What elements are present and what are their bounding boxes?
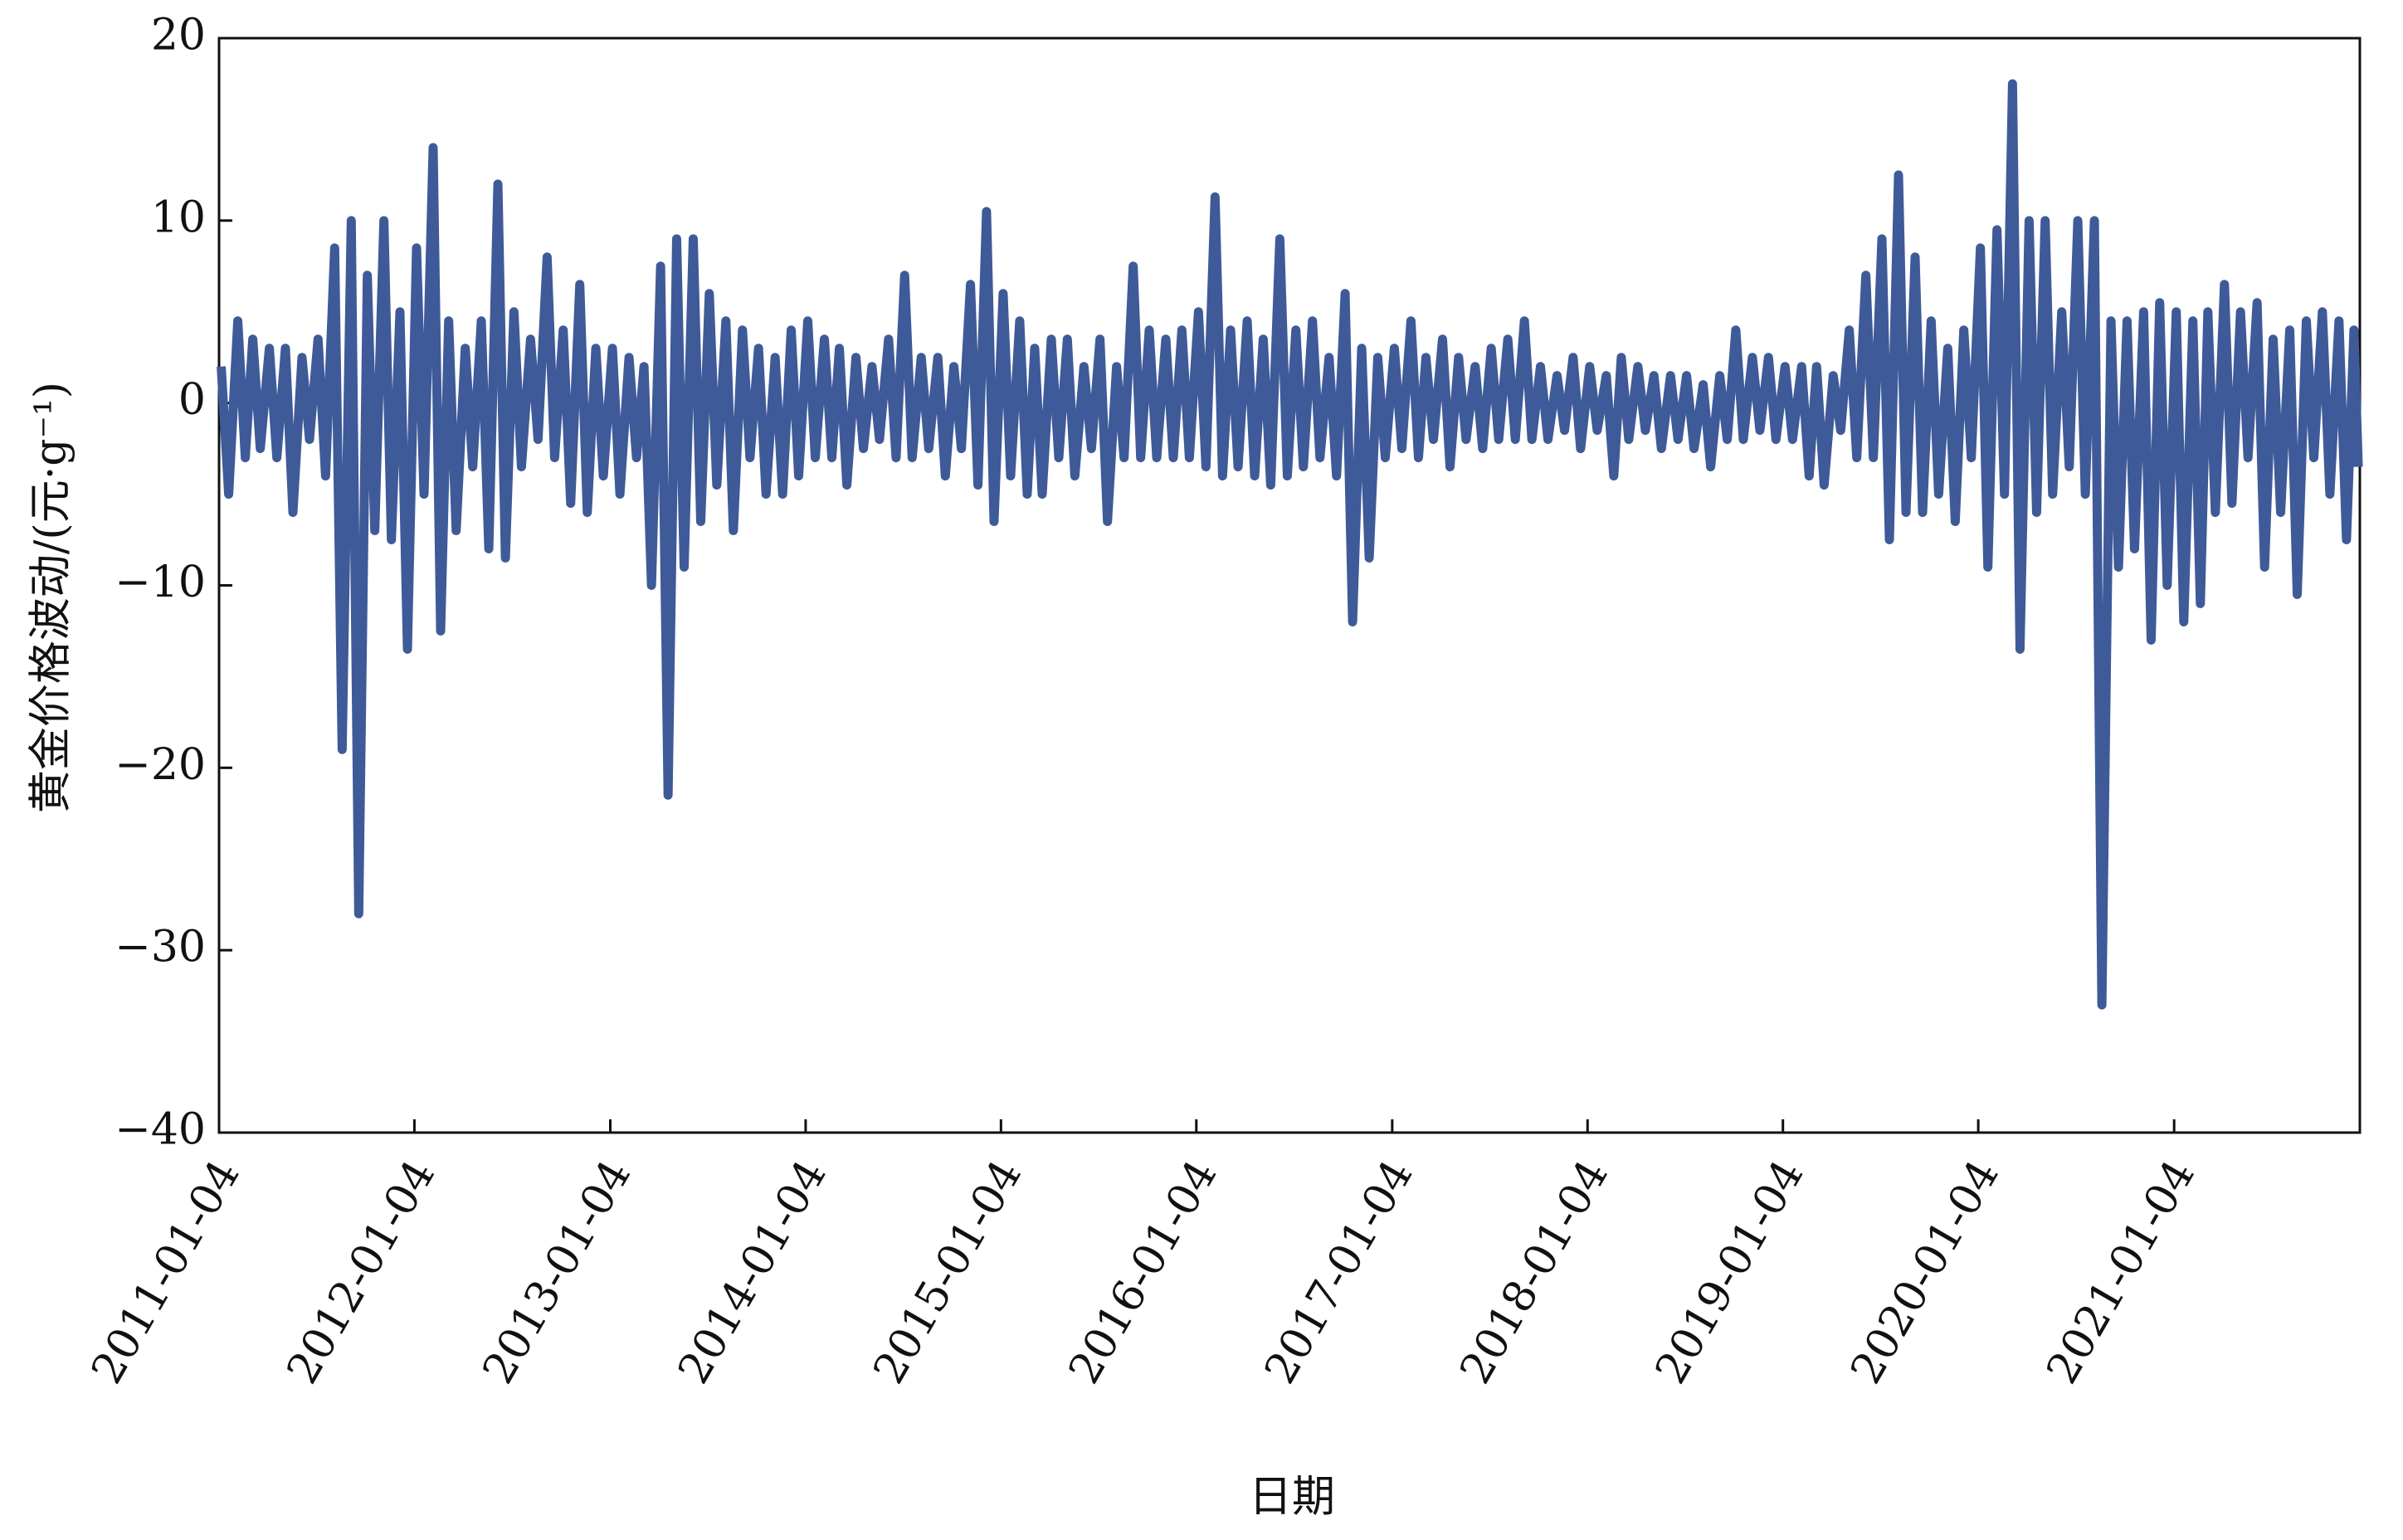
x-tick-label: 2018-01-04	[1450, 1152, 1618, 1392]
plot-frame	[217, 37, 2362, 1134]
x-tick-label: 2011-01-04	[82, 1152, 250, 1392]
x-tick-label: 2012-01-04	[278, 1152, 446, 1392]
x-tick-label: 2021-01-04	[2037, 1152, 2205, 1392]
x-tick-label: 2016-01-04	[1060, 1152, 1227, 1392]
y-tick-label: −30	[115, 923, 206, 972]
y-tick-label: 0	[178, 375, 206, 425]
y-tick-label: 10	[151, 192, 206, 242]
y-axis-label: 黄金价格波动/(元·g⁻¹)	[27, 382, 76, 813]
x-tick-label: 2019-01-04	[1646, 1152, 1814, 1392]
y-tick-label: −10	[115, 558, 206, 607]
y-tick-label: −40	[115, 1105, 206, 1155]
y-tick-label: −20	[115, 740, 206, 790]
x-tick-label: 2013-01-04	[474, 1152, 641, 1392]
x-tick-label: 2020-01-04	[1841, 1152, 2009, 1392]
x-axis-label: 日期	[1249, 1473, 1335, 1523]
x-tick-label: 2015-01-04	[864, 1152, 1031, 1392]
x-tick-label: 2014-01-04	[669, 1152, 836, 1392]
y-tick-label: 20	[151, 11, 206, 61]
x-tick-label: 2017-01-04	[1255, 1152, 1423, 1392]
data-line	[217, 79, 2363, 1010]
